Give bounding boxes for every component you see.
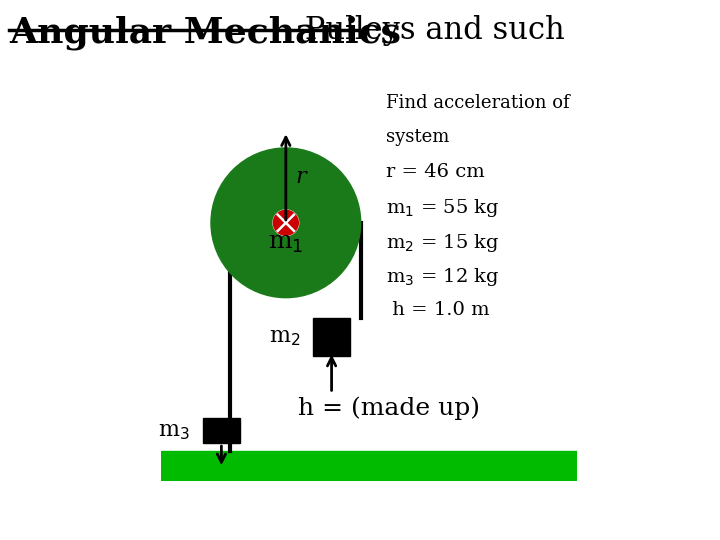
Bar xyxy=(203,418,240,443)
Text: h = (made up): h = (made up) xyxy=(298,396,480,420)
Text: m$_3$ = 12 kg: m$_3$ = 12 kg xyxy=(386,266,499,288)
Circle shape xyxy=(274,211,298,235)
Text: m$_1$ = 55 kg: m$_1$ = 55 kg xyxy=(386,198,499,219)
Text: r = 46 cm: r = 46 cm xyxy=(386,163,485,181)
Circle shape xyxy=(211,148,361,298)
Text: m$_1$: m$_1$ xyxy=(268,232,304,255)
Bar xyxy=(313,319,351,356)
Text: – Pulleys and such: – Pulleys and such xyxy=(270,15,564,46)
Text: m$_3$: m$_3$ xyxy=(158,420,190,442)
Text: Find acceleration of: Find acceleration of xyxy=(386,94,570,112)
Text: h = 1.0 m: h = 1.0 m xyxy=(386,301,490,319)
Text: r: r xyxy=(295,166,305,188)
Bar xyxy=(161,451,577,481)
Text: m$_2$: m$_2$ xyxy=(269,326,300,348)
Text: Angular Mechanics: Angular Mechanics xyxy=(9,15,401,50)
Text: system: system xyxy=(386,129,449,146)
Text: m$_2$ = 15 kg: m$_2$ = 15 kg xyxy=(386,232,499,254)
